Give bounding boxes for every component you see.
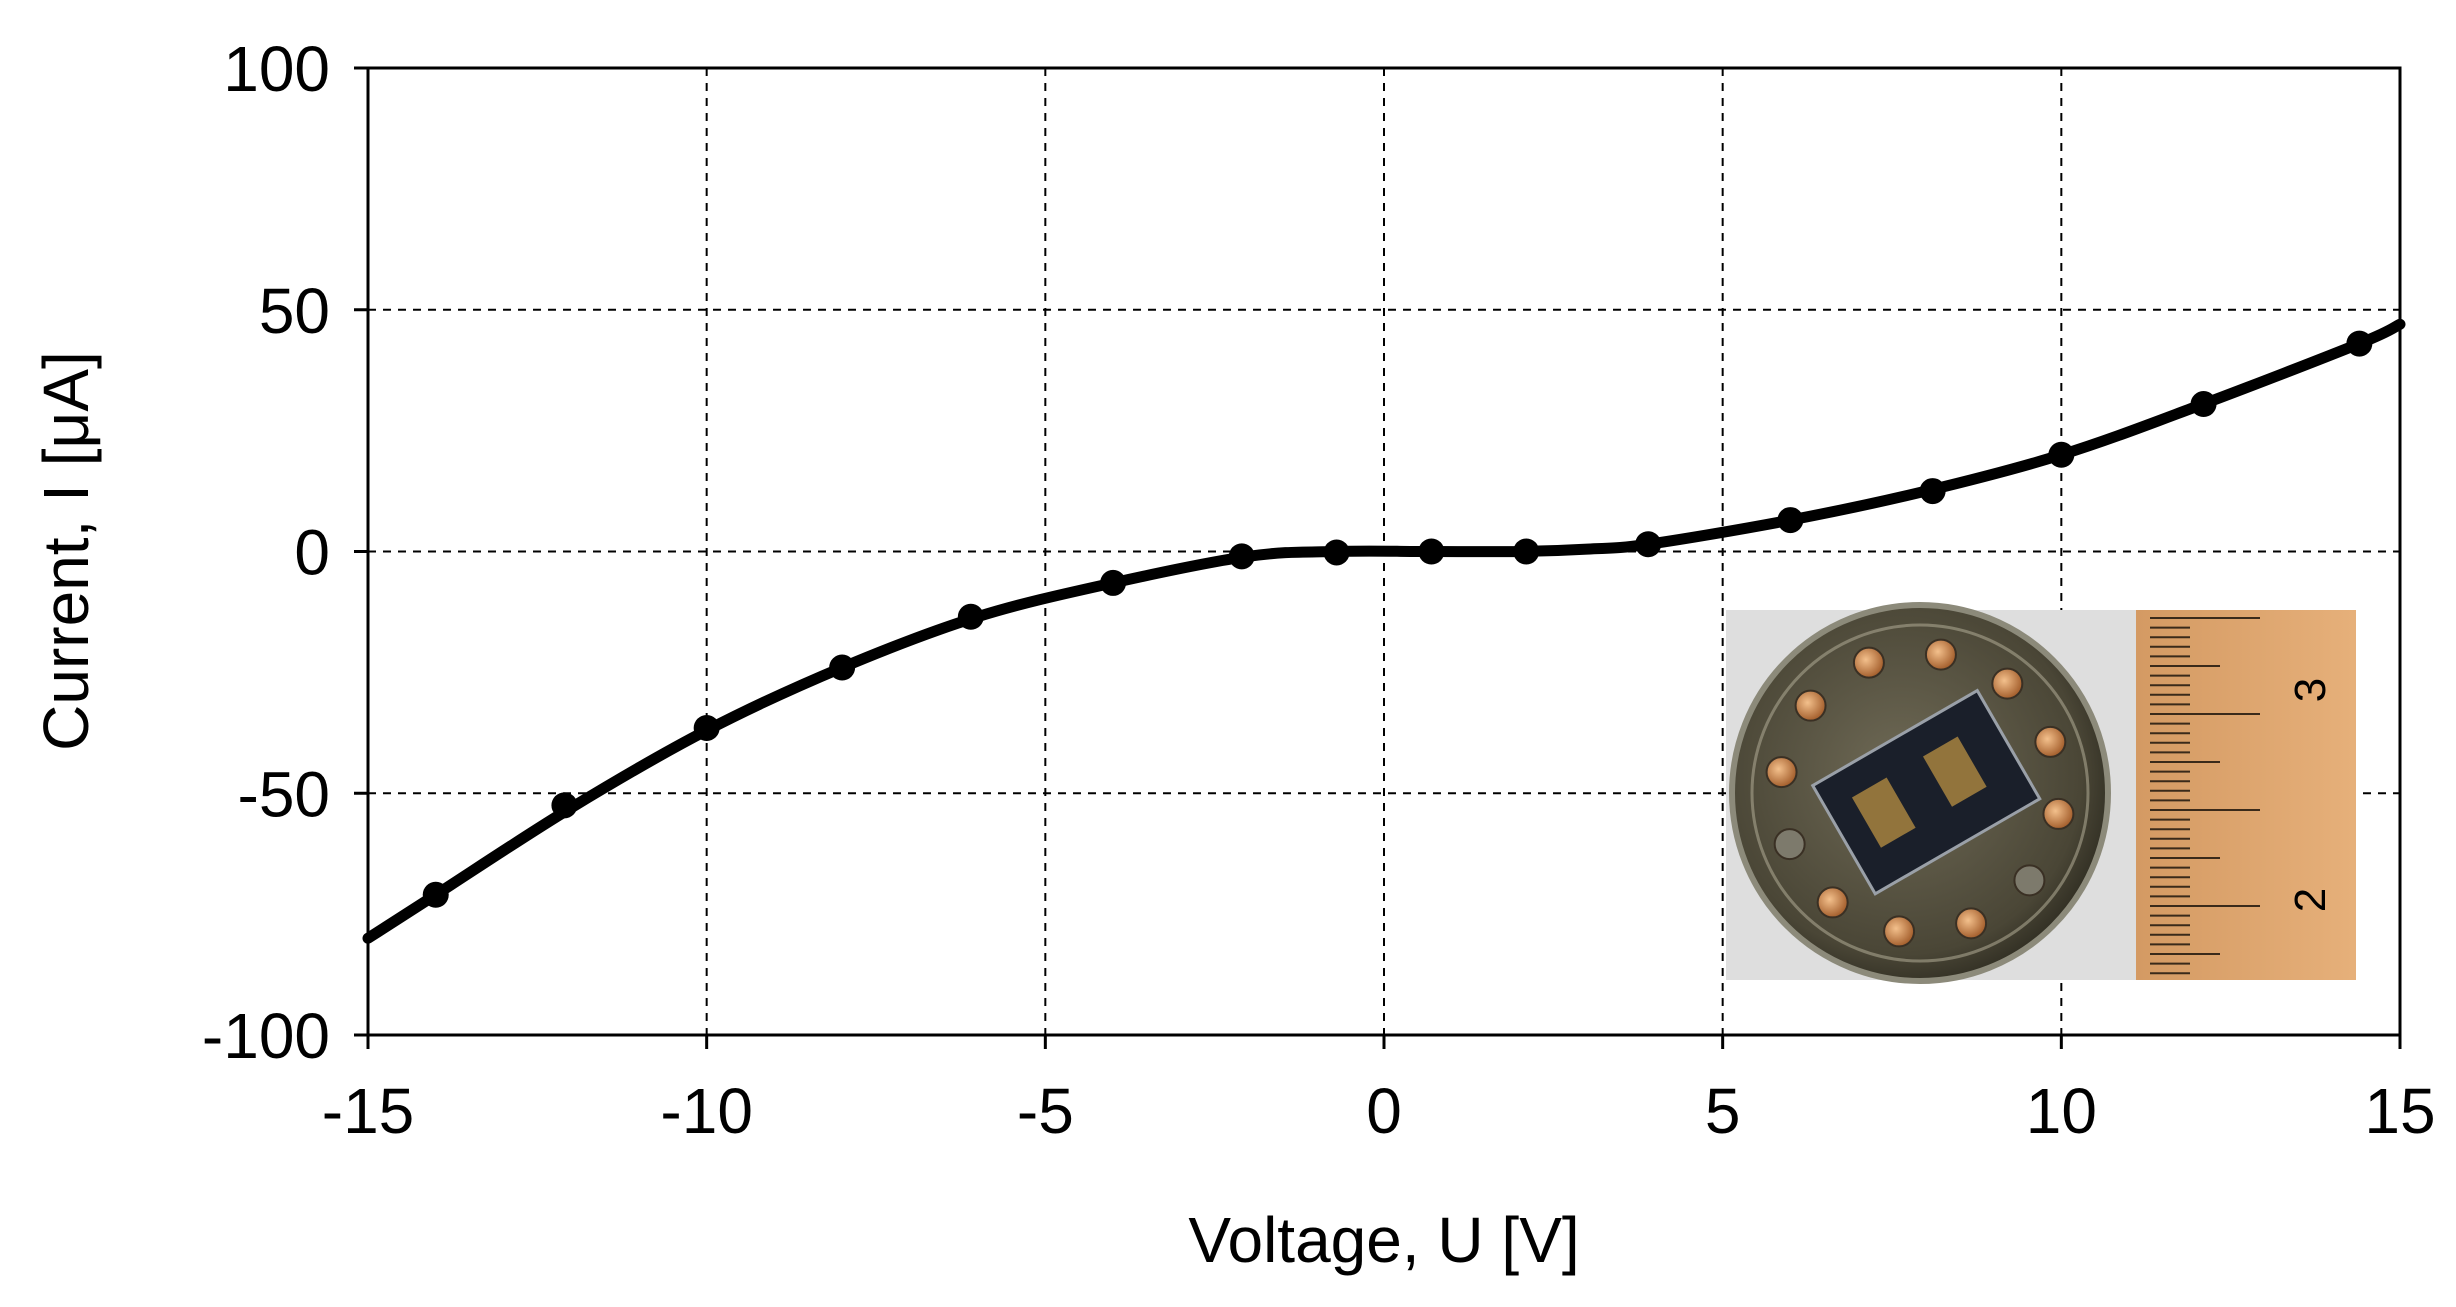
pin	[1924, 638, 1957, 671]
pin	[1955, 907, 1988, 940]
pin	[1773, 828, 1806, 861]
x-tick-labels: -15 -10 -5 0 5 10 15	[322, 1075, 2436, 1147]
pins-icon	[1765, 638, 2075, 948]
x-tick-label: 10	[2026, 1075, 2097, 1147]
data-point	[1513, 538, 1540, 565]
pin	[2034, 725, 2067, 758]
y-tick-label: -50	[238, 758, 331, 830]
y-tick-label: -100	[202, 1000, 330, 1072]
y-tick-label: 100	[223, 33, 330, 105]
data-point	[1635, 531, 1662, 558]
data-point	[829, 654, 856, 681]
pin	[2042, 797, 2075, 830]
data-point	[957, 603, 984, 630]
data-point	[2346, 330, 2373, 357]
x-tick-label: -15	[322, 1075, 415, 1147]
pin	[1765, 756, 1798, 789]
data-point	[1100, 569, 1127, 596]
y-tick-label: 50	[259, 275, 330, 347]
x-tick-label: 5	[1705, 1075, 1741, 1147]
x-tick-label: 15	[2364, 1075, 2435, 1147]
data-point	[1228, 543, 1255, 570]
data-point	[1919, 478, 1946, 505]
pin	[1852, 646, 1885, 679]
pin	[1816, 886, 1849, 919]
x-tick-label: -5	[1017, 1075, 1074, 1147]
y-tick-labels: -100 -50 0 50 100	[202, 33, 330, 1072]
pin	[1794, 689, 1827, 722]
pin	[1991, 667, 2024, 700]
pin	[2013, 864, 2046, 897]
y-tick-marks	[354, 66, 368, 1037]
x-tick-label: -10	[660, 1075, 753, 1147]
sensor-die-icon	[1810, 688, 2042, 896]
data-point	[1777, 507, 1804, 534]
y-axis-label: Current, I [μA]	[30, 351, 102, 751]
data-point	[1323, 539, 1350, 566]
series-markers	[422, 330, 2373, 908]
ruler-label-2: 2	[2286, 888, 2335, 912]
data-point	[2190, 391, 2217, 418]
data-point	[2048, 441, 2075, 468]
x-tick-marks	[366, 1035, 2402, 1049]
y-tick-label: 0	[294, 517, 330, 589]
data-point	[422, 881, 449, 908]
ruler-icon	[2136, 610, 2356, 980]
x-axis-label: Voltage, U [V]	[1188, 1204, 1579, 1276]
data-point	[1418, 538, 1445, 565]
x-tick-label: 0	[1366, 1075, 1402, 1147]
pin	[1883, 915, 1916, 948]
data-point	[693, 714, 720, 741]
sensor-chip-photo: 3 2	[1726, 602, 2356, 984]
ruler-label-3: 3	[2286, 678, 2335, 702]
data-point	[551, 792, 578, 819]
